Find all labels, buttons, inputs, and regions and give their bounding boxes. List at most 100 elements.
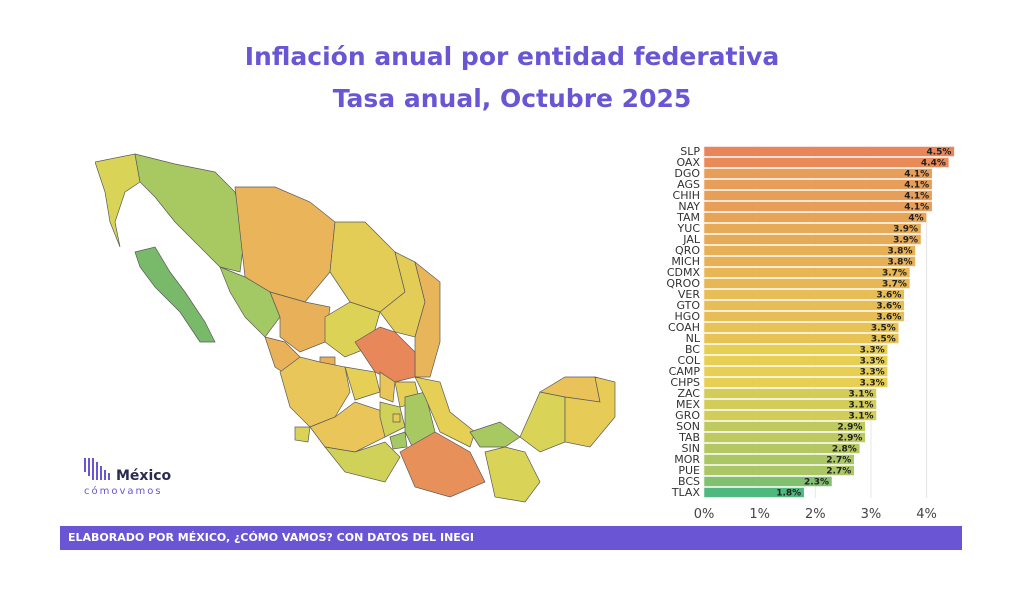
bar-gto [703,300,905,311]
bar-zac [703,388,877,399]
bar-hgo [703,311,905,322]
category-label: YUC [677,222,701,235]
bar-chart-svg: 0% 1% 2% 3% 4% SLP 4.5% OAX 4.4% DGO 4.1% AGS 4.1% CH… [666,145,955,522]
category-label: BCS [678,475,700,488]
map-state-oax [399,431,486,498]
bar-bc [703,344,888,355]
data-label: 1.8% [776,489,801,499]
bar-sin [703,443,861,454]
category-label: QRO [675,244,700,257]
category-label: PUE [678,464,700,477]
category-label: COL [678,354,701,367]
map-state-gro [324,441,401,483]
bar-dgo [703,168,933,179]
bar-nl [703,333,900,344]
category-label: CAMP [669,365,701,378]
bar-ags [703,179,933,190]
data-label: 2.7% [826,467,851,477]
data-label: 3.6% [876,291,901,301]
data-label: 3.6% [876,313,901,323]
category-label: MEX [676,398,700,411]
bar-son [703,421,866,432]
map-state-son [134,153,246,273]
data-label: 3.9% [893,225,918,235]
bar-tam [703,212,927,223]
bar-tab [703,432,866,443]
bar-gro [703,410,877,421]
x-tick-label: 0% [694,507,715,522]
bar-mor [703,454,855,465]
category-label: BC [685,343,700,356]
data-label: 2.9% [837,434,862,444]
chart-subtitle: Tasa anual, Octubre 2025 [332,84,692,113]
map-state-coah [329,221,406,313]
data-label: 2.3% [804,478,829,488]
x-tick-label: 4% [916,507,937,522]
category-label: MICH [671,255,700,268]
chart-title: Inflación anual por entidad federativa [244,42,780,71]
bar-chih [703,190,933,201]
data-label: 3.7% [882,280,907,290]
data-label: 3.1% [849,390,874,400]
map-state-qro [379,371,396,403]
map-state-tam [414,261,441,378]
category-label: JAL [682,233,701,246]
bar-chps [703,377,888,388]
data-label: 3.6% [876,302,901,312]
category-label: SIN [682,442,700,455]
map-state-col [294,426,311,443]
bar-qroo [703,278,911,289]
bar-mich [703,256,916,267]
category-label: OAX [676,156,700,169]
bar-tlax [703,487,805,498]
map-state-chih [234,186,336,303]
category-label: QROO [666,277,700,290]
map-state-mex [379,401,406,438]
logo-word: México [116,468,172,484]
bar-pue [703,465,855,476]
bar-ver [703,289,905,300]
category-label: CDMX [667,266,701,279]
data-label: 2.9% [837,423,862,433]
bar-mex [703,399,877,410]
data-label: 3.3% [860,368,885,378]
category-label: SLP [680,145,700,158]
x-tick-label: 1% [749,507,770,522]
map-state-tab [469,421,521,448]
map-state-dgo [269,291,331,353]
category-label: DGO [674,167,700,180]
bar-col [703,355,888,366]
bar-bcs [703,476,833,487]
category-label: TAB [678,431,700,444]
data-label: 4.1% [904,181,929,191]
bar-qro [703,245,916,256]
map-state-camp [519,391,566,453]
data-label: 4.5% [926,148,951,158]
mexico-map [94,152,635,514]
data-label: 3.3% [860,357,885,367]
category-label: AGS [677,178,700,191]
category-label: HGO [675,310,701,323]
category-label: GRO [675,409,700,422]
data-label: 4.1% [904,170,929,180]
category-label: TLAX [671,486,701,499]
mexico-como-vamos-logo: México cómovamos [84,448,194,498]
category-label: NL [686,332,701,345]
map-state-mor [389,431,408,450]
bar-cdmx [703,267,911,278]
category-label: COAH [668,321,700,334]
map-state-sin [219,266,281,338]
bar-camp [703,366,888,377]
logo-sub: cómovamos [84,486,163,497]
x-tick-label: 3% [861,507,882,522]
data-label: 3.5% [871,335,896,345]
data-label: 3.1% [849,401,874,411]
category-label: CHIH [673,189,700,202]
category-label: CHPS [670,376,700,389]
category-label: ZAC [677,387,700,400]
data-label: 4.4% [921,159,946,169]
map-state-bc [94,153,141,248]
inflation-bar-chart: 0% 1% 2% 3% 4% SLP 4.5% OAX 4.4% DGO 4.1% AGS 4.1% CH… [640,130,970,530]
data-label: 3.1% [849,412,874,422]
data-label: 3.7% [882,269,907,279]
